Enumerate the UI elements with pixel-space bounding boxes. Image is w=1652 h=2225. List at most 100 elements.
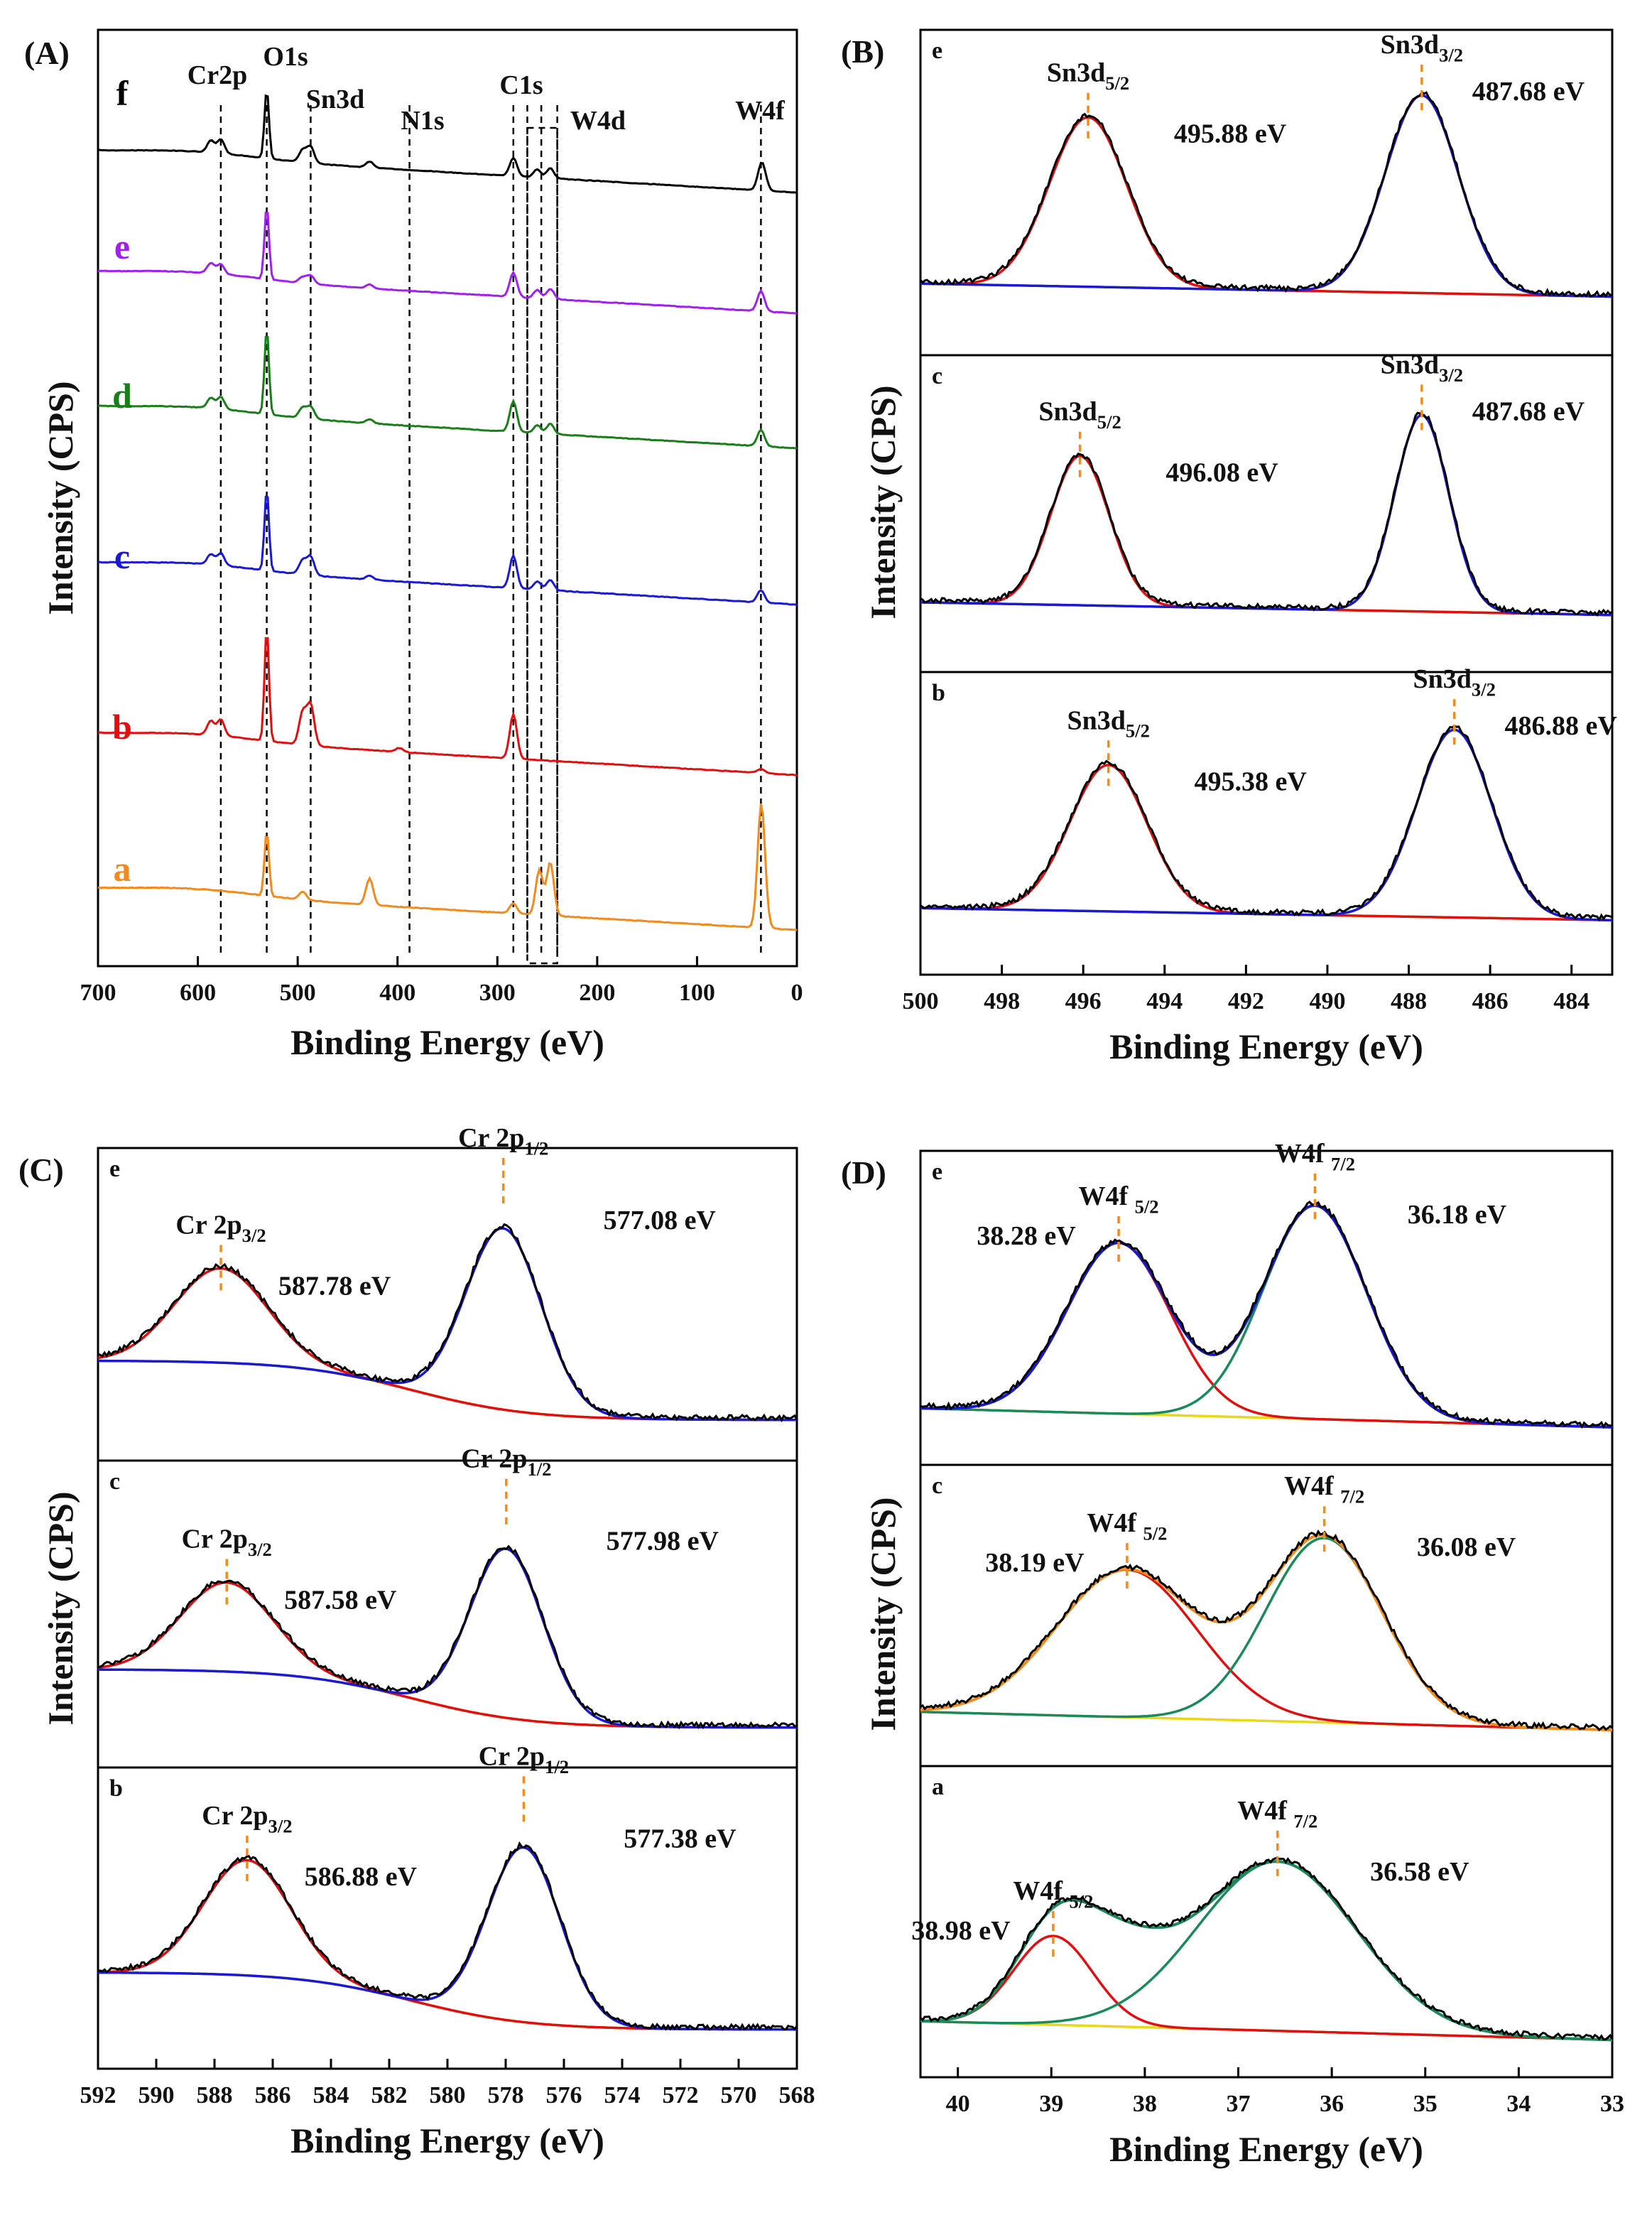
panel-C-c-fit-peak	[97, 1581, 797, 1729]
panel-A-xtick-label: 600	[180, 980, 216, 1006]
panel-D-peak-name-sub: 5/2	[1069, 1890, 1093, 1912]
panel-A-series-f	[97, 94, 798, 194]
panel-A-w4d-box	[526, 126, 558, 965]
panel-B-b-fit-peak	[920, 728, 1613, 922]
panel-C-peak-name-main: Cr 2p	[458, 1123, 524, 1153]
panel-C-label: (C)	[18, 1152, 64, 1188]
panel-B-peak-name-main: Sn3d	[1047, 58, 1105, 88]
panel-C-peak-name-sub: 3/2	[248, 1539, 272, 1560]
panel-D-ylabel: Intensity (CPS)	[863, 1497, 903, 1731]
panel-B-peak-name-sub: 5/2	[1105, 72, 1129, 94]
panel-B-xtick-label: 486	[1472, 988, 1509, 1014]
panel-A-series-b	[97, 637, 798, 776]
panel-B-peak-name: Sn3d3/2	[1381, 30, 1463, 65]
panel-D-sublabel-a: a	[932, 1774, 944, 1800]
panel-A-peak-label: O1s	[263, 42, 308, 72]
panel-B-xtick-label: 496	[1065, 988, 1102, 1014]
panel-B-xtick-label: 484	[1553, 988, 1589, 1014]
panel-D-peak-name: W4f 5/2	[1013, 1876, 1093, 1912]
panel-A-series-a	[97, 803, 798, 931]
panel-A-xlabel: Binding Energy (eV)	[290, 1022, 604, 1062]
panel-C-peak-value: 586.88 eV	[305, 1862, 418, 1892]
panel-C-peak-name-sub: 1/2	[545, 1756, 569, 1777]
panel-C-c-raw-data	[97, 1544, 798, 1730]
panel-C-xtick-label: 578	[488, 2082, 524, 2108]
panel-B-peak-name-sub: 3/2	[1439, 44, 1463, 65]
panel-C-peak-value: 577.08 eV	[604, 1206, 717, 1235]
panel-B-peak-name-sub: 3/2	[1472, 679, 1496, 700]
panel-B-peak-name-main: Sn3d	[1038, 397, 1097, 427]
panel-D-peak-value: 36.58 eV	[1370, 1857, 1469, 1887]
panel-B-xlabel: Binding Energy (eV)	[1109, 1027, 1423, 1066]
panel-C-b-raw-data	[97, 1841, 798, 2031]
panel-C-peak-name-sub: 3/2	[268, 1815, 293, 1836]
panel-A-xtick-label: 100	[679, 980, 715, 1006]
panel-C-e-baseline	[98, 1359, 797, 1422]
panel-B-c-fit-peak	[920, 413, 1612, 617]
panel-D-peak-name-sub: 5/2	[1135, 1196, 1159, 1217]
panel-C-xtick-label: 588	[197, 2082, 233, 2108]
panel-D-peak-value: 36.18 eV	[1408, 1200, 1507, 1230]
panel-A-xtick-label: 200	[579, 980, 615, 1006]
panel-D-xtick-label: 39	[1039, 2091, 1063, 2117]
panel-C-peak-name-main: Cr 2p	[461, 1444, 527, 1474]
panel-C-xtick-label: 590	[138, 2082, 175, 2108]
panel-C-c-fit-peak	[98, 1547, 797, 1729]
panel-A-series-label-a: a	[114, 849, 131, 889]
panel-C: 592 590 588 586 584 582 580 578 576 574 572 570 568 (…	[18, 1123, 815, 2160]
panel-D-peak-name-sub: 7/2	[1340, 1486, 1364, 1507]
panel-D-peak-name-sub: 5/2	[1143, 1522, 1167, 1544]
panel-C-peak-value: 587.78 eV	[278, 1271, 391, 1301]
panel-D-e-raw-data	[920, 1201, 1613, 1429]
panel-D-sublabel-c: c	[932, 1473, 942, 1499]
panel-B-e-fit-peak	[920, 94, 1613, 298]
panel-C-xtick-label: 580	[430, 2082, 466, 2108]
panel-D-c-raw-data	[920, 1529, 1613, 1732]
panel-B: 500 498 496 494 492 490 488 486 484 (B) Binding En…	[841, 28, 1618, 1066]
panel-C-sublabel-e: e	[109, 1156, 120, 1182]
panel-B-peak-name-main: Sn3d	[1381, 30, 1439, 60]
panel-D-xtick-label: 33	[1600, 2091, 1624, 2117]
panel-C-ylabel: Intensity (CPS)	[40, 1491, 80, 1725]
panel-A-peak-label: W4f	[735, 96, 786, 126]
panel-A-series-c	[97, 495, 798, 606]
panel-B-peak-name: Sn3d5/2	[1047, 58, 1129, 94]
panel-B-peak-name-main: Sn3d	[1067, 705, 1126, 735]
panel-B-xtick-label: 494	[1146, 988, 1183, 1014]
panel-C-xtick-label: 584	[313, 2082, 349, 2108]
panel-C-b-fit-peak	[97, 1858, 797, 2031]
panel-C-xtick-label: 576	[546, 2082, 582, 2108]
panel-C-peak-name: Cr 2p3/2	[175, 1210, 266, 1245]
panel-B-peak-value: 486.88 eV	[1505, 711, 1618, 741]
panel-C-peak-name-sub: 1/2	[527, 1458, 551, 1480]
panel-D-peak-name-sub: 7/2	[1293, 1810, 1317, 1831]
panel-A-series-label-e: e	[114, 227, 130, 266]
panel-B-xtick-label: 490	[1309, 988, 1345, 1014]
panel-D-peak-name: W4f 7/2	[1237, 1796, 1317, 1831]
panel-C-peak-value: 577.98 eV	[607, 1527, 719, 1557]
panel-D-c-fit-peak	[920, 1568, 1613, 1731]
panel-B-peak-name-main: Sn3d	[1381, 350, 1439, 379]
panel-C-b-baseline	[98, 1971, 797, 2031]
panel-C-peak-name-sub: 3/2	[242, 1225, 266, 1246]
panel-A-peak-label: C1s	[499, 70, 543, 100]
panel-B-peak-value: 496.08 eV	[1165, 458, 1278, 488]
panel-C-xtick-label: 592	[80, 2082, 116, 2108]
panel-A-peak-label: Sn3d	[306, 85, 364, 114]
panel-B-e-raw-data	[919, 90, 1613, 298]
panel-C-e-raw-data	[97, 1223, 798, 1423]
panel-B-xtick-label: 488	[1391, 988, 1427, 1014]
panel-D-peak-value: 38.98 eV	[911, 1916, 1011, 1946]
panel-C-peak-name-main: Cr 2p	[479, 1741, 545, 1771]
panel-D-peak-name-main: W4f	[1013, 1876, 1069, 1906]
panel-C-peak-name-main: Cr 2p	[182, 1524, 248, 1554]
panel-A-series-e	[97, 211, 798, 315]
panel-A-peak-label: Cr2p	[188, 60, 247, 90]
panel-D-peak-value: 38.19 eV	[985, 1548, 1085, 1578]
panel-A-label: (A)	[24, 35, 70, 71]
panel-C-peak-value: 587.58 eV	[284, 1585, 397, 1615]
panel-B-xtick-label: 498	[984, 988, 1020, 1014]
panel-B-sublabel-e: e	[932, 38, 942, 64]
panel-D-peak-value: 38.28 eV	[977, 1221, 1076, 1251]
panel-B-peak-value: 487.68 eV	[1472, 396, 1585, 426]
